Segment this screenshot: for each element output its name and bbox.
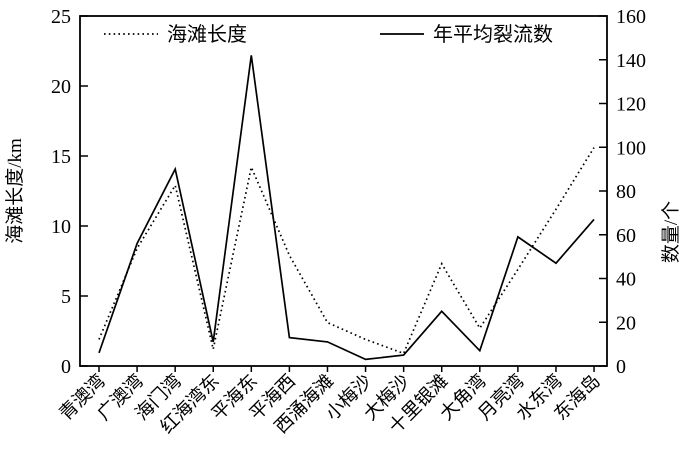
right-axis-tick-label: 40 xyxy=(616,269,636,291)
left-axis-tick-label: 20 xyxy=(51,76,71,98)
legend-label-rip-current-count: 年平均裂流数 xyxy=(433,23,553,46)
right-axis-ticks: 0 20 40 60 80 100 120 140 160 xyxy=(599,6,646,378)
left-axis-tick-label: 25 xyxy=(51,6,71,28)
right-axis-tick-label: 20 xyxy=(616,312,636,334)
right-axis-tick-label: 120 xyxy=(616,94,646,116)
left-axis-tick-label: 5 xyxy=(61,286,71,308)
right-axis-tick-label: 0 xyxy=(616,356,626,378)
left-axis-tick-label: 15 xyxy=(51,146,71,168)
data-series-lines xyxy=(98,55,595,361)
right-axis-tick-label: 60 xyxy=(616,225,636,247)
x-axis-ticks: 青澳湾广澳湾海门湾红海湾东平海东平海西西涌海滩小梅沙大梅沙十里银滩大角湾月亮湾水… xyxy=(55,366,605,438)
right-axis-tick-label: 80 xyxy=(616,181,636,203)
left-axis-tick-label: 10 xyxy=(51,216,71,238)
left-axis-ticks: 0 5 10 15 20 25 xyxy=(51,6,88,378)
right-axis-tick-label: 140 xyxy=(616,50,646,72)
beach-length-line xyxy=(98,147,595,355)
right-axis-tick-label: 100 xyxy=(616,137,646,159)
right-axis-tick-label: 160 xyxy=(616,6,646,28)
right-axis-title: 数量/个 xyxy=(660,201,682,263)
left-axis-tick-label: 0 xyxy=(61,356,71,378)
legend: 海滩长度 年平均裂流数 xyxy=(104,23,553,46)
rip-current-count-line xyxy=(98,55,595,361)
plot-area-border xyxy=(79,15,608,367)
legend-label-beach-length: 海滩长度 xyxy=(167,23,247,46)
left-axis-title: 海滩长度/km xyxy=(4,138,26,244)
